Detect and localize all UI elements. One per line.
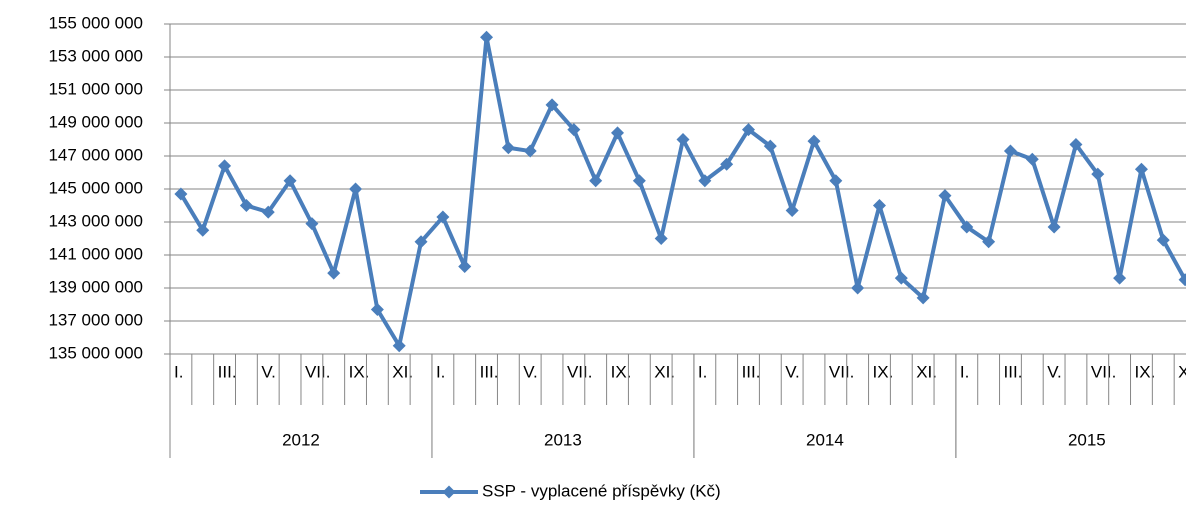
data-point	[174, 187, 188, 201]
data-point	[720, 157, 734, 171]
data-point	[676, 133, 690, 146]
data-point	[327, 266, 341, 280]
x-tick-label: IX.	[873, 362, 894, 381]
legend-label: SSP - vyplacené příspěvky (Kč)	[482, 481, 721, 500]
data-point	[1156, 233, 1170, 247]
data-point	[872, 199, 886, 212]
data-point	[523, 144, 537, 158]
x-tick-label: VII.	[1091, 362, 1117, 381]
x-tick-label: III.	[218, 362, 237, 381]
legend-marker	[442, 485, 456, 499]
year-label: 2013	[544, 430, 582, 449]
data-point	[1134, 162, 1148, 176]
y-tick-label: 139 000 000	[48, 277, 143, 296]
y-tick-label: 151 000 000	[48, 79, 143, 98]
x-tick-label: III.	[742, 362, 761, 381]
data-point	[1113, 271, 1127, 285]
data-point	[501, 141, 515, 155]
x-tick-label: VII.	[567, 362, 593, 381]
x-tick-label: XI.	[392, 362, 413, 381]
year-label: 2014	[806, 430, 844, 449]
data-point	[239, 199, 253, 212]
data-point	[916, 291, 930, 305]
data-point	[894, 271, 908, 285]
data-point	[392, 339, 406, 353]
y-tick-label: 147 000 000	[48, 145, 143, 164]
series-line	[179, 35, 1186, 348]
data-point	[458, 260, 472, 274]
data-point	[785, 203, 799, 217]
data-point	[1047, 220, 1061, 234]
data-point	[632, 174, 646, 188]
year-label: 2015	[1068, 430, 1106, 449]
data-point	[218, 159, 232, 173]
y-tick-label: 153 000 000	[48, 46, 143, 65]
x-tick-label: I.	[698, 362, 707, 381]
data-point	[851, 281, 865, 295]
y-tick-label: 149 000 000	[48, 112, 143, 131]
year-label: 2012	[282, 430, 320, 449]
x-tick-label: XI.	[916, 362, 937, 381]
x-tick-label: III.	[480, 362, 499, 381]
data-point	[196, 223, 210, 237]
data-point	[1069, 137, 1083, 151]
x-tick-label: I.	[960, 362, 969, 381]
data-point	[370, 302, 384, 316]
x-tick-label: IX.	[611, 362, 632, 381]
data-point	[1091, 167, 1105, 181]
x-tick-label: VII.	[305, 362, 331, 381]
x-tick-label: VII.	[829, 362, 855, 381]
x-tick-label: IX.	[349, 362, 370, 381]
data-point	[960, 220, 974, 234]
data-point	[829, 174, 843, 188]
data-point	[480, 30, 494, 44]
data-point	[261, 205, 275, 219]
data-point	[807, 134, 821, 148]
x-tick-label: I.	[436, 362, 445, 381]
data-point	[305, 217, 319, 231]
data-point	[1025, 152, 1039, 166]
y-tick-label: 135 000 000	[48, 343, 143, 362]
data-point	[1003, 144, 1017, 158]
x-tick-label: XI.	[654, 362, 675, 381]
y-tick-label: 145 000 000	[48, 178, 143, 197]
y-tick-label: 155 000 000	[48, 13, 143, 32]
data-point	[654, 232, 668, 245]
data-point	[414, 235, 428, 249]
x-tick-label: XI.	[1178, 362, 1186, 381]
y-tick-label: 137 000 000	[48, 310, 143, 329]
y-tick-label: 141 000 000	[48, 244, 143, 263]
x-tick-label: III.	[1004, 362, 1023, 381]
data-point	[545, 98, 559, 112]
data-point	[763, 139, 777, 153]
y-tick-label: 143 000 000	[48, 211, 143, 230]
data-point	[567, 123, 581, 137]
data-point	[1178, 273, 1186, 287]
x-tick-label: IX.	[1135, 362, 1156, 381]
x-tick-label: V.	[1047, 362, 1062, 381]
x-tick-label: V.	[523, 362, 538, 381]
data-point	[611, 126, 625, 140]
data-point	[741, 123, 755, 137]
x-tick-label: V.	[785, 362, 800, 381]
data-point	[349, 182, 363, 196]
data-point	[436, 210, 450, 224]
data-point	[283, 174, 297, 188]
data-point	[698, 174, 712, 188]
x-tick-label: I.	[174, 362, 183, 381]
x-tick-label: V.	[261, 362, 276, 381]
data-point	[982, 235, 996, 249]
data-point	[589, 174, 603, 188]
data-point	[938, 189, 952, 203]
